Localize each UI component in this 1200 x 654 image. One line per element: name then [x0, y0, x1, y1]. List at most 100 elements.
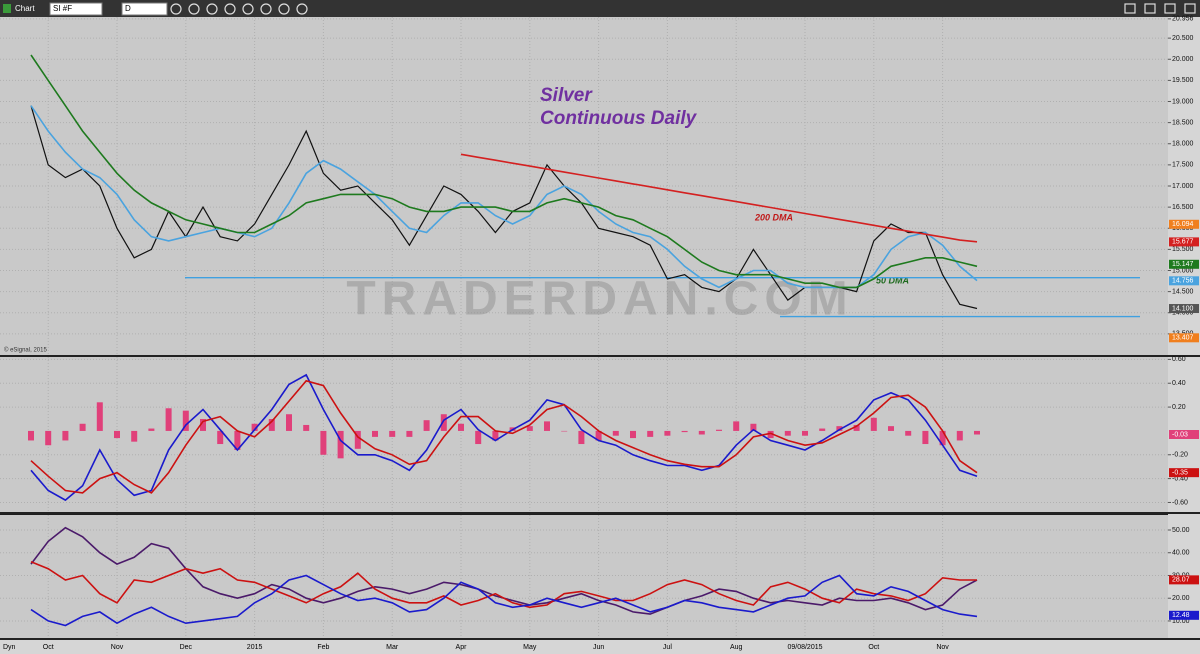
series-line	[30, 379, 978, 494]
last-value-label: 16.094	[1172, 221, 1194, 228]
series-line	[460, 153, 978, 243]
histogram-bar	[406, 430, 413, 437]
histogram-bar	[630, 430, 636, 439]
histogram-bar	[836, 426, 843, 431]
icon[interactable]	[296, 3, 308, 15]
copyright: © eSignal, 2015	[4, 347, 47, 354]
y-tick-label: 10.00	[1172, 618, 1190, 625]
histogram-bar	[544, 421, 550, 431]
y-tick-label: 18.000	[1172, 141, 1194, 148]
histogram-bar	[268, 419, 275, 431]
histogram-bar	[612, 430, 619, 436]
histogram-bar	[664, 430, 671, 436]
y-tick-label: 0.60	[1172, 356, 1186, 363]
histogram-bar	[62, 430, 69, 441]
series-line	[30, 54, 978, 289]
histogram-bar	[595, 430, 602, 441]
histogram-bar	[28, 430, 34, 441]
footer-label: Dyn	[3, 644, 16, 651]
y-tick-label: 50.00	[1172, 527, 1190, 534]
histogram-bar	[956, 430, 963, 441]
last-value-badge	[1169, 333, 1199, 343]
window-button[interactable]	[1184, 3, 1196, 14]
histogram-bar	[234, 430, 241, 450]
icon[interactable]	[260, 3, 272, 15]
histogram-bar	[767, 430, 774, 439]
x-tick-label: 2015	[247, 644, 263, 651]
y-tick-label: 20.000	[1172, 56, 1194, 63]
x-tick-label: Feb	[317, 644, 329, 651]
last-value-label: -0.35	[1172, 469, 1188, 476]
x-tick-label: 09/08/2015	[787, 644, 822, 651]
y-tick-label: -0.20	[1172, 452, 1188, 459]
x-tick-label: Jul	[663, 644, 672, 651]
histogram-bar	[853, 424, 860, 431]
histogram-bar	[492, 430, 499, 441]
icon[interactable]	[170, 3, 182, 15]
y-tick-label: -0.60	[1172, 499, 1188, 506]
last-value-label: 14.100	[1172, 305, 1194, 312]
histogram-bar	[389, 430, 396, 437]
app-icon	[3, 4, 11, 13]
y-tick-label: 17.500	[1172, 162, 1194, 169]
histogram-bar	[79, 423, 86, 431]
last-value-label: 13.407	[1172, 335, 1194, 342]
interval-input[interactable]	[121, 2, 168, 16]
last-value-badge	[1169, 259, 1199, 269]
histogram-bar	[354, 430, 361, 449]
x-tick-label: Oct	[43, 644, 54, 651]
histogram-bar	[698, 430, 705, 435]
histogram-bar	[561, 430, 568, 432]
histogram-bar	[922, 430, 929, 445]
last-value-label: 15.147	[1172, 261, 1194, 268]
x-tick-label: May	[523, 644, 537, 651]
y-tick-label: 15.500	[1172, 246, 1194, 253]
histogram-bar	[802, 430, 808, 436]
y-tick-label: 40.00	[1172, 550, 1190, 557]
y-tick-label: 14.500	[1172, 288, 1194, 295]
annotation: Continuous Daily	[540, 108, 698, 129]
x-tick-label: Nov	[936, 644, 949, 651]
last-value-badge	[1169, 468, 1199, 478]
last-value-label: 12.48	[1172, 612, 1190, 619]
histogram-bar	[440, 414, 447, 431]
histogram-bar	[165, 408, 172, 431]
symbol-input[interactable]	[49, 2, 103, 16]
y-tick-label: 15.000	[1172, 267, 1194, 274]
histogram-bar	[217, 430, 224, 445]
histogram-bar	[526, 426, 533, 431]
y-tick-label: 14.000	[1172, 310, 1194, 317]
histogram-bar	[131, 430, 138, 442]
y-tick-label: 17.000	[1172, 183, 1194, 190]
histogram-bar	[888, 426, 894, 431]
histogram-bar	[303, 424, 310, 431]
last-value-label: 28.07	[1172, 577, 1190, 584]
window-button[interactable]	[1124, 3, 1136, 14]
x-tick-label: Aug	[730, 644, 743, 651]
histogram-bar	[784, 430, 791, 436]
icon[interactable]	[206, 3, 218, 15]
window-button[interactable]	[1144, 3, 1156, 14]
histogram-bar	[337, 430, 344, 459]
histogram-bar	[475, 430, 482, 445]
window-title: Chart	[15, 4, 35, 13]
last-value-label: 15.677	[1172, 239, 1194, 246]
x-tick-label: Mar	[386, 644, 399, 651]
last-value-badge	[1169, 304, 1199, 314]
histogram-bar	[647, 430, 654, 437]
histogram-bar	[423, 420, 430, 431]
window-button[interactable]	[1164, 3, 1176, 14]
toolbar	[0, 0, 1200, 17]
histogram-bar	[870, 417, 877, 431]
histogram-bar	[578, 430, 585, 445]
icon[interactable]	[188, 3, 200, 15]
last-value-badge	[1169, 575, 1199, 585]
annotation: Silver	[540, 85, 593, 106]
icon[interactable]	[242, 3, 254, 15]
icon[interactable]	[224, 3, 236, 15]
annotation: 50 DMA	[876, 275, 909, 285]
icon[interactable]	[278, 3, 290, 15]
histogram-bar	[716, 429, 722, 431]
y-tick-label: -0.40	[1172, 475, 1188, 482]
